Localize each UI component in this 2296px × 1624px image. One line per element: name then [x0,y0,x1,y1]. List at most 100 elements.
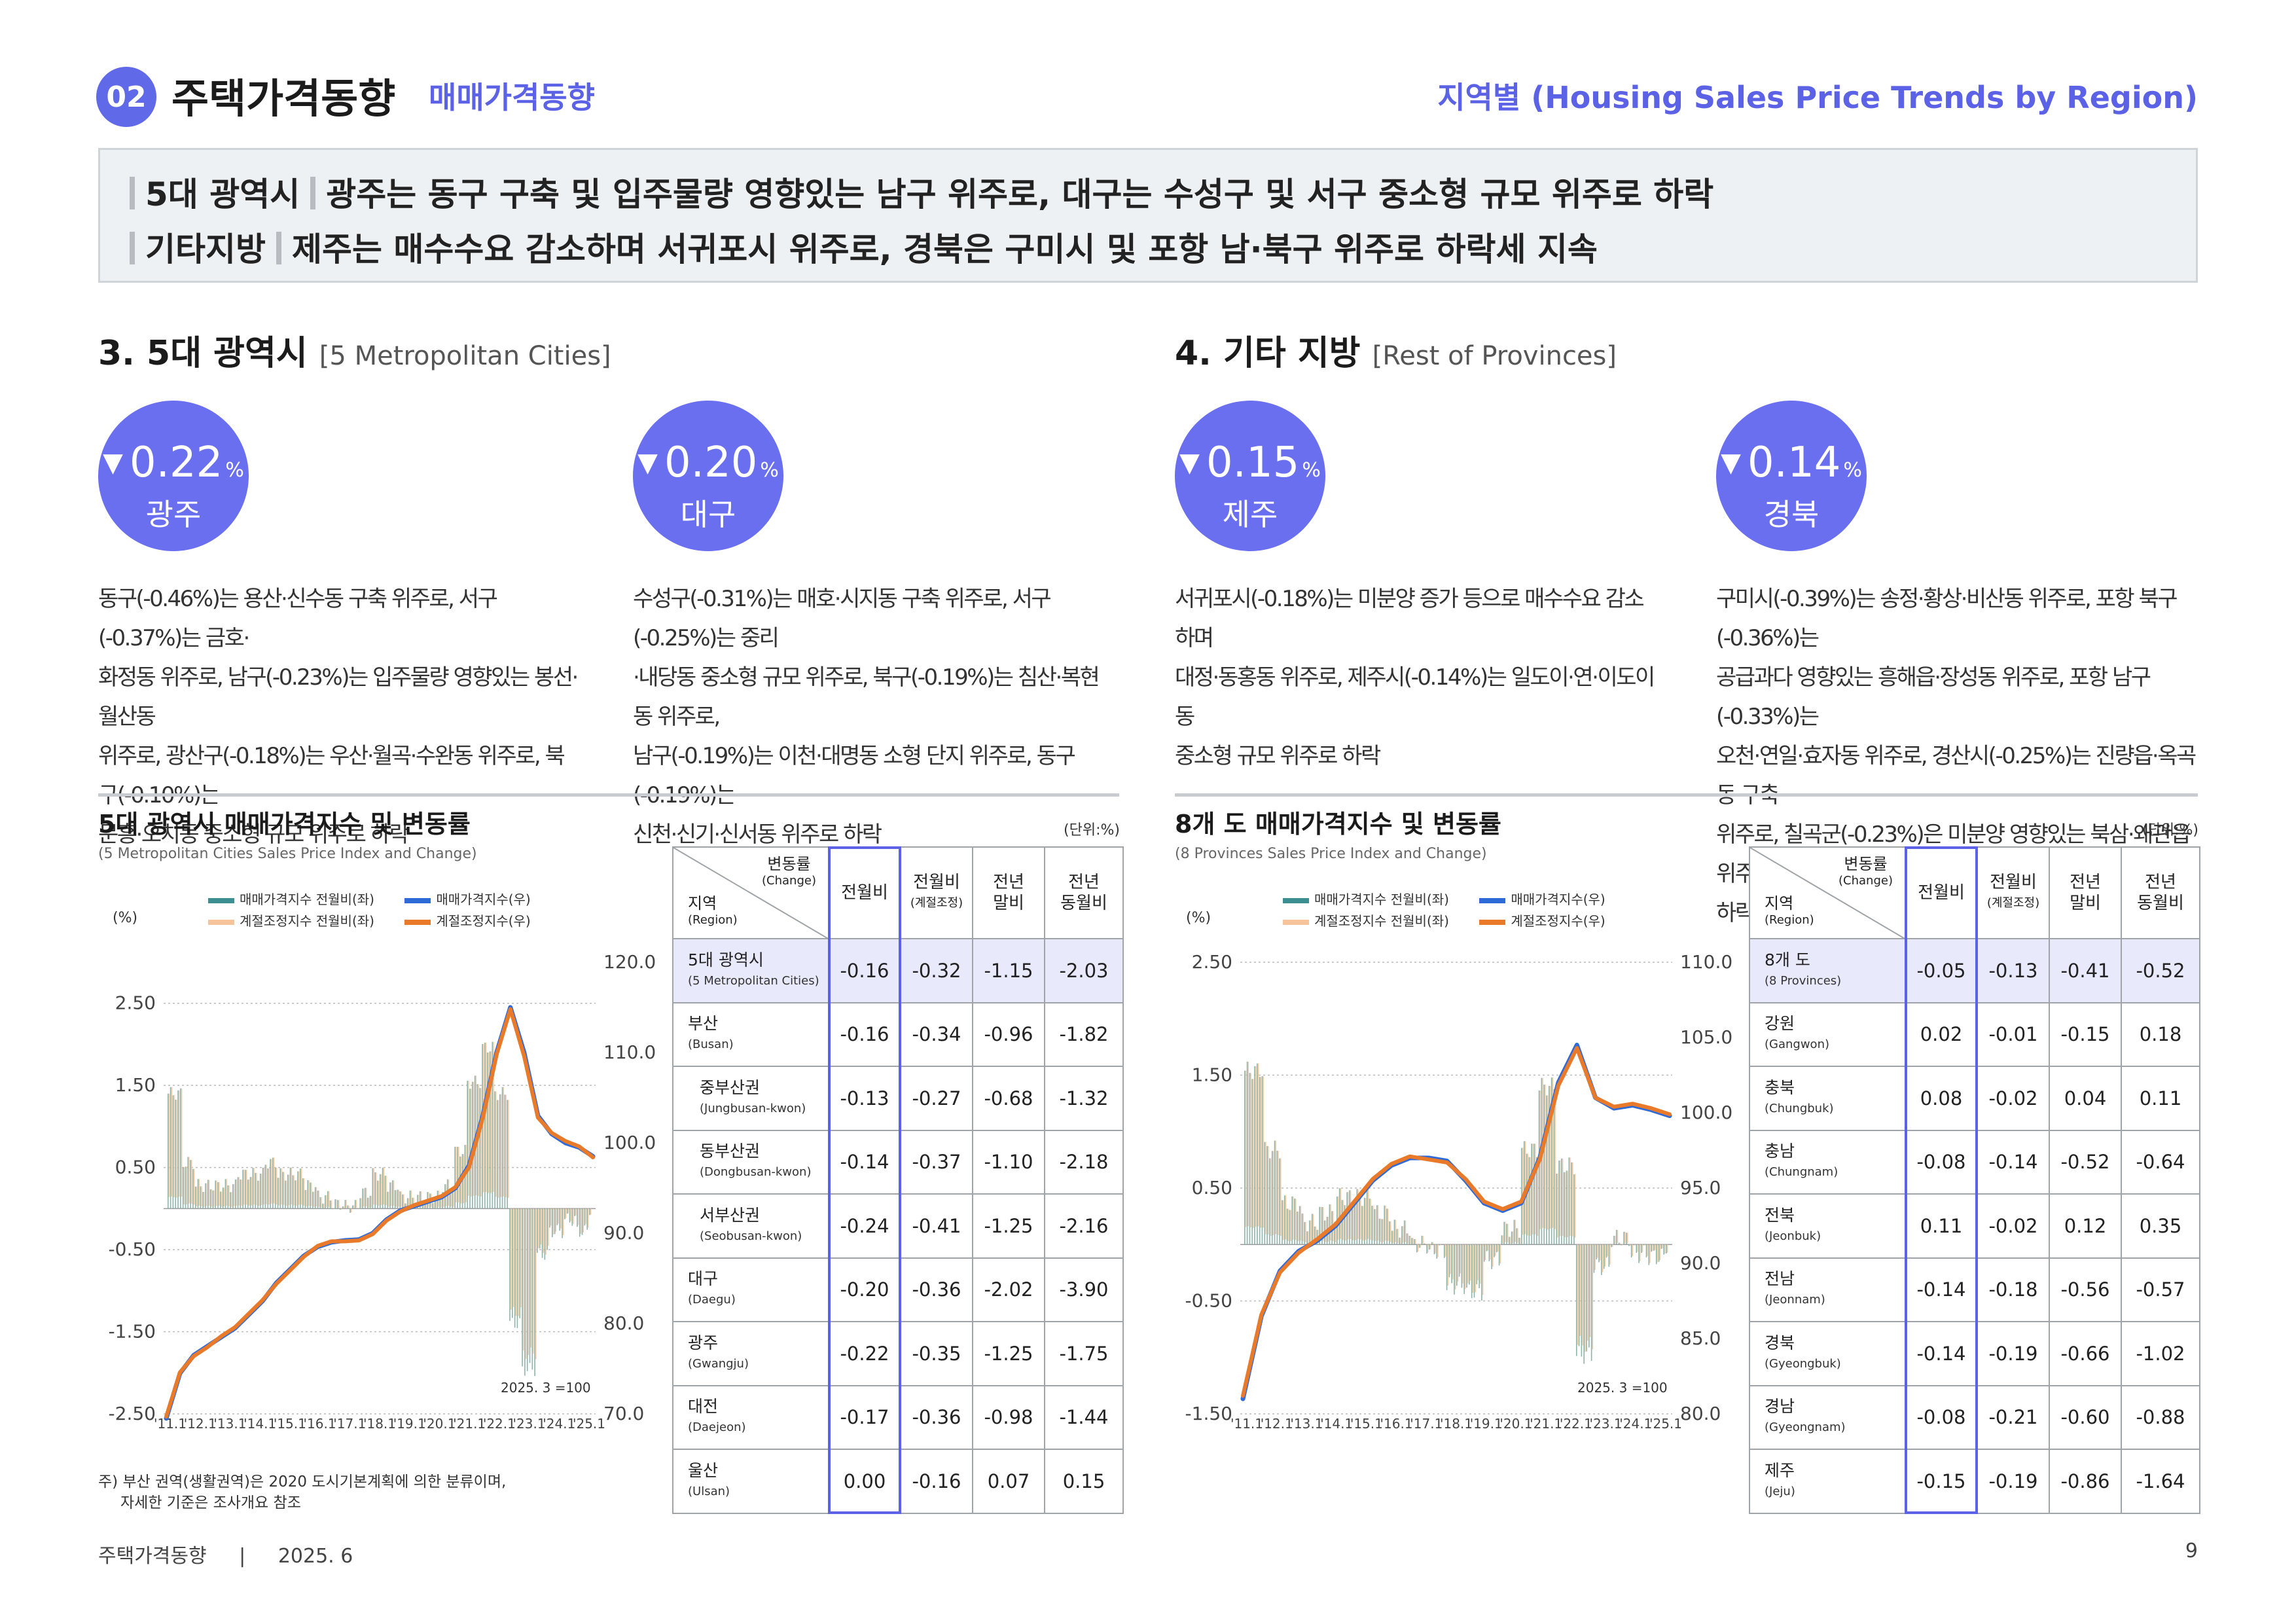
table-region-cell: 대구 (Daegu) [672,1257,829,1322]
table-value-cell: -0.56 [2049,1257,2122,1322]
sa-change-bar [523,1208,524,1351]
table-value-cell: -0.27 [900,1066,973,1131]
table-value-cell: -0.05 [1905,938,1978,1003]
change-bar [304,1190,306,1209]
sa-change-bar [408,1198,410,1208]
change-bar [1483,1244,1485,1262]
section-heading-provinces: 4. 기타 지방 [Rest of Provinces] [1175,325,1617,374]
change-bar [1418,1244,1420,1248]
change-bar [224,1179,226,1209]
x-tick-label: '20.1 [423,1416,456,1432]
desc-line: 동구(-0.46%)는 용산·신수동 구축 위주로, 서구(-0.37%)는 금… [98,586,498,651]
sa-change-bar [1400,1237,1401,1244]
sa-change-bar [1290,1210,1291,1241]
table-value-cell: -3.90 [1044,1257,1124,1322]
sa-change-bar [196,1186,198,1207]
sa-change-bar [1422,1235,1424,1244]
data-table: 변동률 (Change) 지역 (Region) 전월비 전월비 (계절조정) 전년 말비 전년 동… [672,846,1124,1514]
legend-swatch [1283,919,1309,925]
change-bar [1534,1144,1535,1245]
change-bar [476,1084,478,1209]
change-bar [497,1100,498,1209]
panel-rule [98,793,1119,797]
change-bar [382,1167,384,1209]
change-bar [1573,1174,1575,1245]
change-bar [467,1081,469,1209]
change-bar [1376,1205,1378,1245]
table-row: 부산 (Busan) -0.16 -0.34 -0.96 -1.82 [672,1001,1124,1067]
change-bar [492,1041,493,1209]
change-bar [342,1206,344,1209]
chart-legend-metro: 매매가격지수 전월비(좌) 매매가격지수(우) 계절조정지수 전월비(좌) 계절… [208,889,531,929]
change-bar [170,1087,171,1209]
sa-change-bar [1462,1244,1463,1284]
sa-change-bar [497,1100,499,1198]
desc-line: 공급과다 영향있는 흥해읍·장성동 위주로, 포항 남구(-0.33%)는 [1716,664,2151,730]
change-bar [1498,1244,1500,1266]
page-subtitle: 매매가격동향 [429,80,595,115]
change-bar [464,1145,466,1209]
table-value-cell: -0.02 [1977,1193,2050,1259]
change-bar [1563,1172,1565,1245]
change-bar [404,1203,406,1209]
change-bar [1506,1223,1507,1245]
table-value-cell: 0.18 [2121,1001,2200,1067]
sa-change-bar [198,1179,200,1206]
change-bar [1556,1173,1558,1245]
change-bar [387,1191,389,1209]
table-value-cell: -0.08 [1905,1129,1978,1195]
table-row: 8개 도 (8 Provinces) -0.05 -0.13 -0.41 -0.52 [1749,938,2200,1003]
y-left-tick-label: -2.50 [109,1403,156,1424]
change-bar [1543,1084,1545,1245]
sa-change-bar [1444,1244,1446,1257]
y-right-tick-label: 100.0 [603,1132,656,1153]
sa-change-bar [575,1208,577,1216]
change-bar [384,1176,386,1209]
y-left-tick-label: 0.50 [1192,1177,1232,1199]
data-table: 변동률 (Change) 지역 (Region) 전월비 전월비 (계절조정) 전년 말비 전년 동… [1749,846,2200,1514]
summary-line-2: 기타지방 제주는 매수수요 감소하며 서귀포시 위주로, 경북은 구미시 및 포항… [130,223,1598,270]
legend-swatch [404,919,431,925]
table-value-cell: -1.10 [972,1129,1045,1195]
corner-bottom: 지역 (Region) [688,894,738,927]
change-bar [242,1169,243,1209]
change-bar [237,1177,239,1209]
index-line [1240,1043,1672,1401]
legend-swatch [404,897,431,903]
table-region-cell: 제주 (Jeju) [1749,1449,1906,1514]
table-value-cell: -2.16 [1044,1193,1124,1259]
change-bar [1286,1208,1288,1245]
table-row: 경남 (Gyeongnam) -0.08 -0.21 -0.60 -0.88 [1749,1384,2200,1450]
change-bar [1466,1244,1467,1288]
sa-change-bar [331,1200,332,1208]
change-bar [394,1190,396,1209]
change-bar [526,1208,528,1371]
table-value-cell: -0.19 [1977,1321,2050,1386]
sa-change-bar [333,1208,334,1210]
change-bar [372,1168,374,1209]
table-value-cell: -2.18 [1044,1129,1124,1195]
table-value-cell: -0.32 [900,938,973,1003]
change-bar [452,1191,454,1209]
change-bar [307,1180,309,1209]
summary-text: 광주는 동구 구축 및 입주물량 영향있는 남구 위주로, 대구는 수성구 및 … [326,175,1714,213]
down-triangle-icon: ▼ [103,448,123,478]
section-heading-text: 4. 기타 지방 [1175,334,1361,373]
sa-change-bar [1652,1244,1653,1252]
change-bar [172,1095,174,1209]
chapter-badge: 02 [96,67,156,127]
chart-metro: 2.50 1.50 0.50 -0.50 -1.50 -2.50 120.0 110.0 100… [109,951,656,1432]
desc-line: 수성구(-0.31%)는 매호·시지동 구축 위주로, 서구(-0.25%)는 … [633,586,1052,651]
x-tick-label: '12.1 [1261,1416,1293,1432]
stat-value: 0.22 [129,439,223,487]
table-value-cell: -0.20 [828,1257,901,1322]
change-bar [234,1179,236,1209]
desc-line: 위주로, 광산구(-0.18%)는 우산·월곡·수완동 위주로, 북구(-0.1… [98,743,565,808]
sa-change-bar [1537,1157,1539,1236]
change-bar [1401,1226,1403,1245]
change-bar [1254,1066,1255,1245]
table-row: 광주 (Gwangju) -0.22 -0.35 -1.25 -1.75 [672,1321,1124,1386]
change-bar [1496,1244,1498,1253]
sa-change-bar [1554,1089,1556,1229]
table-row: 대구 (Daegu) -0.20 -0.36 -2.02 -3.90 [672,1257,1124,1322]
